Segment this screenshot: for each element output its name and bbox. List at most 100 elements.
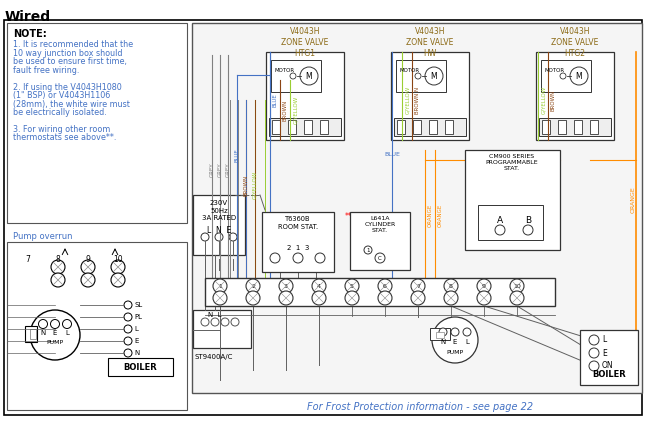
Bar <box>266 52 344 140</box>
Text: 9: 9 <box>482 284 486 289</box>
Circle shape <box>124 301 132 309</box>
Circle shape <box>279 291 293 305</box>
Text: For Frost Protection information - see page 22: For Frost Protection information - see p… <box>307 402 533 412</box>
Circle shape <box>231 318 239 326</box>
Text: BROWN: BROWN <box>551 89 556 111</box>
Circle shape <box>560 73 566 79</box>
Circle shape <box>50 319 60 328</box>
Text: thermostats see above**.: thermostats see above**. <box>13 133 116 143</box>
Text: N: N <box>134 350 139 356</box>
Bar <box>320 120 328 134</box>
Circle shape <box>215 233 223 241</box>
Text: be electrically isolated.: be electrically isolated. <box>13 108 107 117</box>
Bar <box>108 358 173 376</box>
Circle shape <box>229 233 237 241</box>
Text: G/YELLOW: G/YELLOW <box>293 96 298 124</box>
Text: BLUE: BLUE <box>273 93 278 107</box>
Text: BOILER: BOILER <box>123 362 157 371</box>
Text: G/YELLOW: G/YELLOW <box>252 171 258 199</box>
Text: L: L <box>134 326 138 332</box>
Text: BROWN: BROWN <box>243 174 248 196</box>
Circle shape <box>463 328 471 336</box>
Bar <box>192 23 642 393</box>
Circle shape <box>81 260 95 274</box>
Bar <box>478 205 543 240</box>
Bar <box>350 212 410 270</box>
Circle shape <box>411 279 425 293</box>
Circle shape <box>300 67 318 85</box>
Circle shape <box>451 328 459 336</box>
Text: Pump overrun: Pump overrun <box>13 232 72 241</box>
Text: 1: 1 <box>366 247 369 252</box>
Circle shape <box>124 349 132 357</box>
Text: 8: 8 <box>449 284 453 289</box>
Bar <box>394 118 466 136</box>
Text: V4043H
ZONE VALVE
HW: V4043H ZONE VALVE HW <box>406 27 454 58</box>
Text: **: ** <box>345 212 353 221</box>
Text: M: M <box>305 71 313 81</box>
Bar <box>465 150 560 250</box>
Text: GREY: GREY <box>210 163 215 177</box>
Text: E: E <box>453 339 457 345</box>
Circle shape <box>378 279 392 293</box>
Text: PUMP: PUMP <box>446 349 463 354</box>
Circle shape <box>510 279 524 293</box>
Circle shape <box>523 225 533 235</box>
Text: CM900 SERIES
PROGRAMMABLE
STAT.: CM900 SERIES PROGRAMMABLE STAT. <box>486 154 538 171</box>
Circle shape <box>63 319 72 328</box>
Circle shape <box>312 279 326 293</box>
Text: G/YELLOW: G/YELLOW <box>405 86 410 114</box>
Circle shape <box>213 279 227 293</box>
Bar <box>580 330 638 385</box>
Text: ORANGE: ORANGE <box>428 203 433 227</box>
Circle shape <box>81 273 95 287</box>
Text: M: M <box>431 71 437 81</box>
Circle shape <box>124 313 132 321</box>
Text: 2. If using the V4043H1080: 2. If using the V4043H1080 <box>13 82 122 92</box>
Circle shape <box>589 348 599 358</box>
Bar <box>262 212 334 272</box>
Circle shape <box>51 273 65 287</box>
Text: 3. For wiring other room: 3. For wiring other room <box>13 125 111 134</box>
Text: N: N <box>441 339 446 345</box>
Text: N  L: N L <box>208 312 222 318</box>
Text: L: L <box>602 335 606 344</box>
Text: BROWN N: BROWN N <box>415 87 420 114</box>
Text: E: E <box>602 349 607 357</box>
Circle shape <box>201 233 209 241</box>
Text: V4043H
ZONE VALVE
HTG1: V4043H ZONE VALVE HTG1 <box>281 27 329 58</box>
Bar <box>30 329 36 339</box>
Circle shape <box>312 291 326 305</box>
Bar <box>193 310 251 348</box>
Circle shape <box>111 273 125 287</box>
Circle shape <box>432 317 478 363</box>
Text: 1: 1 <box>218 284 222 289</box>
Circle shape <box>345 279 359 293</box>
Text: L: L <box>465 339 469 345</box>
Circle shape <box>111 260 125 274</box>
Text: HW HTG: HW HTG <box>210 299 239 305</box>
Text: Wired: Wired <box>5 10 51 24</box>
Text: 7: 7 <box>416 284 420 289</box>
Circle shape <box>477 279 491 293</box>
Text: 5: 5 <box>350 284 354 289</box>
Text: V4043H
ZONE VALVE
HTG2: V4043H ZONE VALVE HTG2 <box>551 27 598 58</box>
Text: (28mm), the white wire must: (28mm), the white wire must <box>13 100 130 108</box>
Bar <box>272 120 280 134</box>
Text: C: C <box>378 255 382 260</box>
Bar <box>7 242 187 410</box>
Bar <box>288 120 296 134</box>
Text: MOTOR: MOTOR <box>275 68 295 73</box>
Text: 10: 10 <box>513 284 521 289</box>
Text: 1. It is recommended that the: 1. It is recommended that the <box>13 40 133 49</box>
Circle shape <box>270 253 280 263</box>
Circle shape <box>124 337 132 345</box>
Text: 2: 2 <box>251 284 255 289</box>
Text: A: A <box>497 216 503 225</box>
Bar <box>304 120 312 134</box>
Text: BOILER: BOILER <box>592 370 626 379</box>
Text: E: E <box>134 338 138 344</box>
Bar <box>7 23 187 223</box>
Bar <box>445 120 453 134</box>
Text: GREY: GREY <box>226 163 230 177</box>
